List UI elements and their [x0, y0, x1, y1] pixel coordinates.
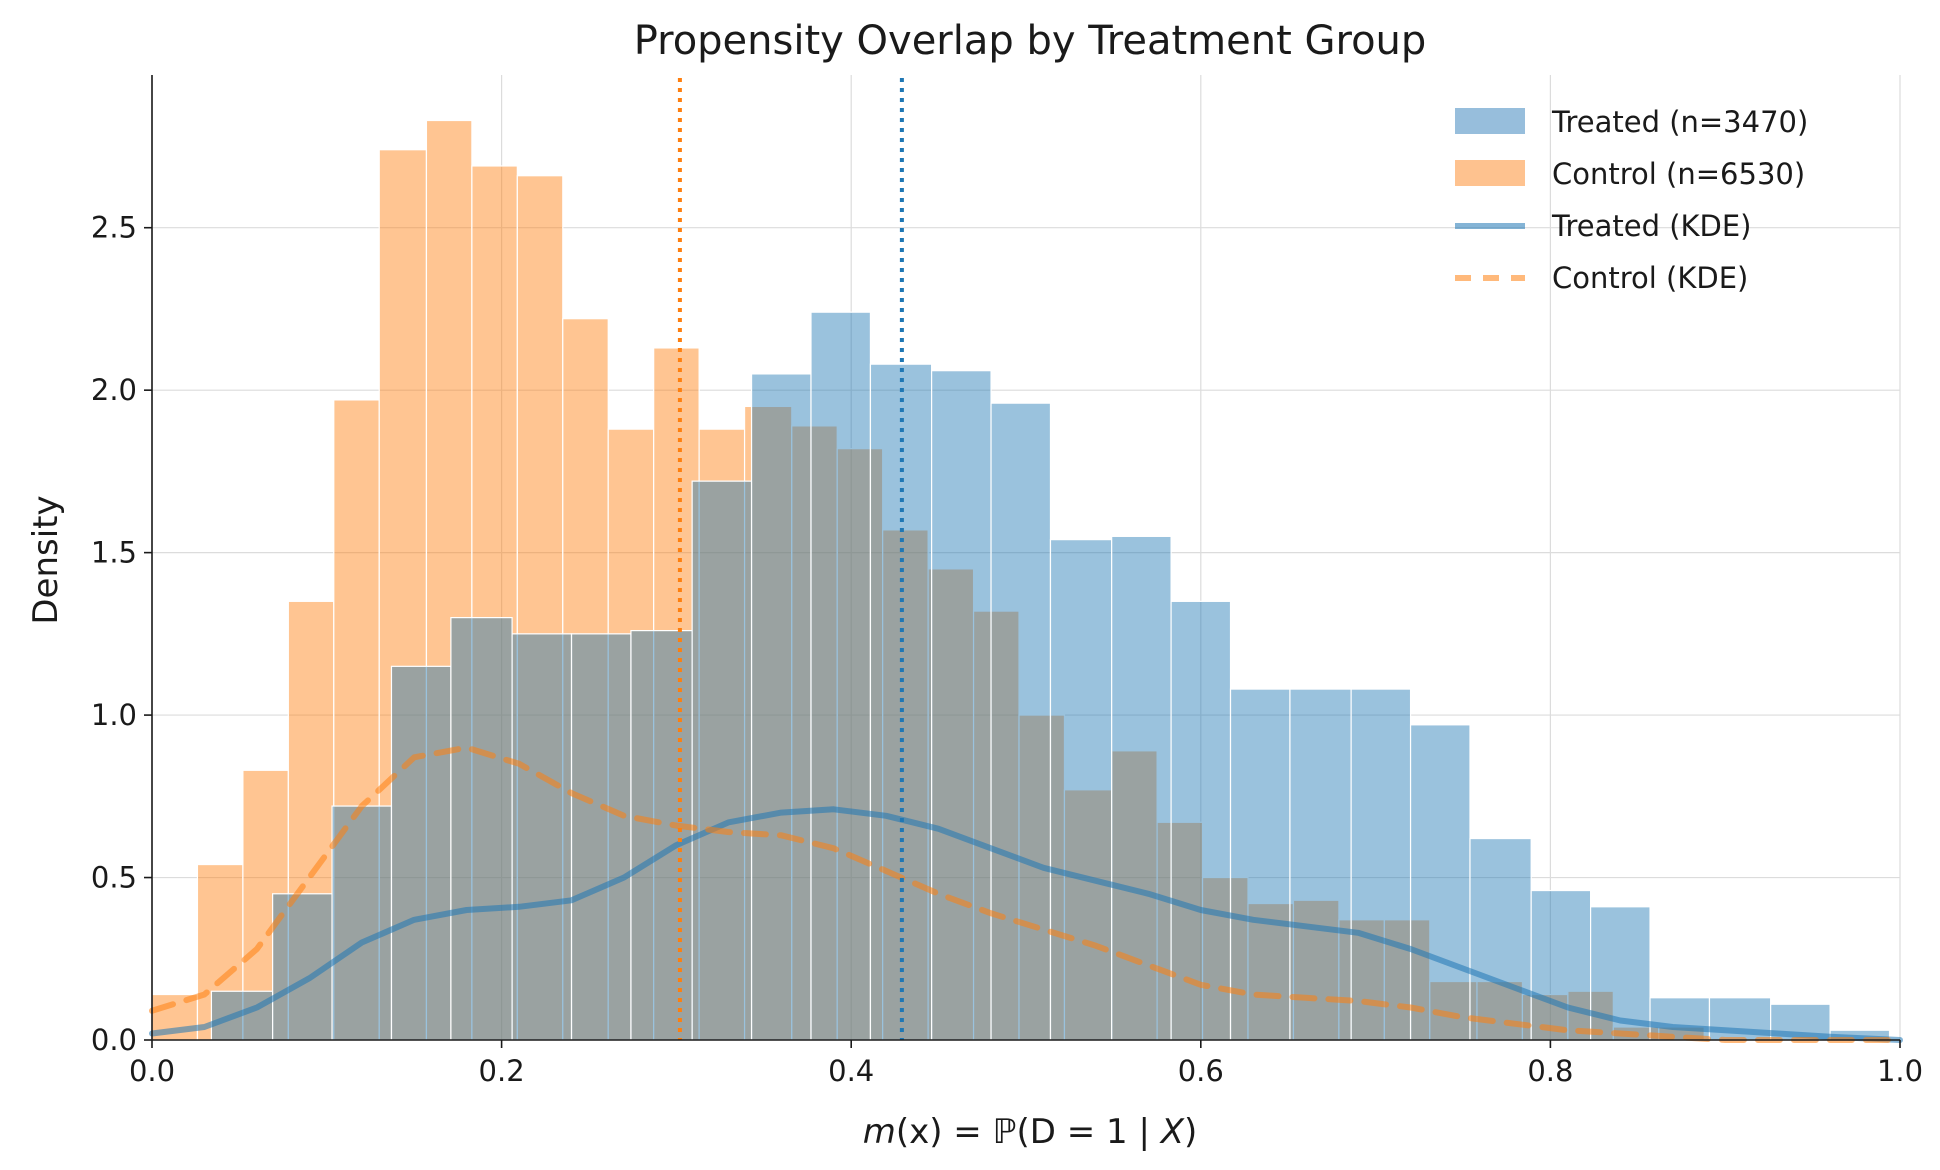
- treated-bar-2: [331, 805, 393, 1041]
- x-label-eq: = 1 |: [1056, 1112, 1161, 1152]
- legend-label-0: Treated (n=3470): [1551, 105, 1808, 139]
- legend-swatch-1: [1455, 160, 1525, 186]
- treated-bar-13: [990, 402, 1052, 1041]
- mean-lines: [677, 78, 904, 1040]
- chart-title: Propensity Overlap by Treatment Group: [634, 18, 1427, 64]
- control-bar-8: [516, 175, 564, 1041]
- treated-bar-24: [1649, 997, 1711, 1041]
- treated-bar-5: [511, 633, 573, 1041]
- treated-bar-3: [390, 665, 452, 1041]
- treated-bar-10: [810, 311, 872, 1041]
- y-tick-label-5: 2.5: [91, 211, 137, 245]
- y-axis-label: Density: [26, 495, 66, 624]
- x-label-close: ): [1184, 1112, 1197, 1152]
- control-kde-line: [149, 744, 1903, 1043]
- treated-bar-17: [1229, 688, 1291, 1041]
- x-tick-label-2: 0.4: [828, 1054, 874, 1088]
- treated-bar-22: [1530, 889, 1592, 1041]
- x-label-m: m: [863, 1112, 896, 1152]
- x-label-p: ℙ: [993, 1112, 1017, 1152]
- treated-bar-7: [630, 630, 693, 1041]
- treated-bar-8: [691, 480, 753, 1041]
- control-bar-6: [425, 119, 473, 1041]
- y-tick-label-4: 2.0: [91, 373, 137, 407]
- x-ticks: 0.0 0.2 0.4 0.6 0.8 1.0: [129, 1040, 1923, 1088]
- x-tick-label-0: 0.0: [129, 1054, 175, 1088]
- treated-bar-14: [1049, 539, 1113, 1041]
- treated-bar-21: [1469, 837, 1532, 1041]
- control-bar-23: [1201, 876, 1249, 1041]
- control-bar-27: [1383, 919, 1431, 1041]
- control-bar-17: [927, 568, 975, 1041]
- y-tick-label-3: 1.5: [91, 536, 137, 570]
- y-ticks: 0.0 0.5 1.0 1.5 2.0 2.5: [91, 211, 152, 1057]
- control-bar-19: [1018, 714, 1066, 1041]
- treated-bar-20: [1409, 724, 1471, 1041]
- treated-bar-6: [570, 633, 632, 1041]
- treated-bar-16: [1170, 600, 1232, 1041]
- treated-kde-line: [149, 806, 1903, 1043]
- control-bar-16: [882, 529, 929, 1041]
- treated-bar-11: [869, 363, 933, 1041]
- x-tick-label-5: 1.0: [1877, 1054, 1923, 1088]
- control-bar-1: [196, 863, 244, 1041]
- x-tick-label-3: 0.6: [1178, 1054, 1224, 1088]
- axes: [151, 75, 1900, 1041]
- control-bar-15: [836, 448, 884, 1041]
- treated-bar-9: [750, 373, 812, 1041]
- legend-label-1: Control (n=6530): [1552, 157, 1805, 191]
- kde-lines: [149, 744, 1903, 1043]
- control-bars: [151, 119, 1705, 1041]
- treated-bar-15: [1111, 535, 1172, 1041]
- y-tick-label-2: 1.0: [91, 698, 137, 732]
- x-label-x: (x) =: [896, 1112, 993, 1152]
- x-label-xvar: X: [1159, 1112, 1185, 1152]
- control-bar-3: [287, 600, 335, 1041]
- x-label-d: (D: [1016, 1112, 1055, 1152]
- control-bar-9: [562, 318, 609, 1041]
- legend-swatch-0: [1455, 108, 1525, 134]
- legend-label-2: Treated (KDE): [1551, 209, 1752, 243]
- treated-bars: [210, 311, 1891, 1041]
- x-tick-label-1: 0.2: [479, 1054, 525, 1088]
- legend-label-3: Control (KDE): [1552, 261, 1748, 295]
- x-tick-label-4: 0.8: [1527, 1054, 1573, 1088]
- treated-bar-12: [931, 370, 992, 1041]
- y-tick-label-1: 0.5: [91, 861, 137, 895]
- x-axis-label: m(x) = ℙ(D = 1 | X): [863, 1112, 1198, 1152]
- treated-bar-18: [1289, 688, 1352, 1041]
- y-tick-label-0: 0.0: [91, 1023, 137, 1057]
- treated-bar-4: [450, 617, 513, 1041]
- legend: Treated (n=3470) Control (n=6530) Treated …: [1455, 105, 1808, 295]
- treated-bar-19: [1350, 688, 1412, 1041]
